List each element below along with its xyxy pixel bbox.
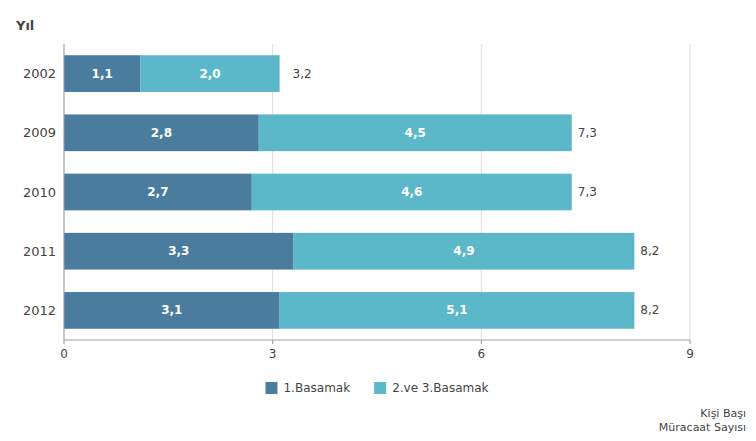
legend-swatch: [374, 382, 386, 394]
total-label: 8,2: [640, 244, 659, 258]
tick-mark: [64, 340, 65, 344]
data-label: 3,1: [161, 303, 182, 317]
bar: [294, 233, 635, 270]
legend-item: 1.Basamak: [265, 381, 350, 395]
legend-label: 1.Basamak: [283, 381, 350, 395]
data-label: 4,9: [453, 244, 474, 258]
x-tick-label: 0: [60, 347, 68, 361]
total-label: 7,3: [578, 185, 597, 199]
y-axis: [64, 44, 65, 340]
y-tick-label: 2012: [23, 303, 56, 318]
bar: [252, 174, 572, 211]
tick-mark: [272, 340, 273, 344]
bar: [64, 174, 252, 211]
chart: 0 3 6 9 1,1 2,0 2,8 4,5 2,7 4,6 3,3 4,9 3,1 5,1 3,2 7,3…: [0, 0, 756, 441]
bar: [64, 114, 259, 151]
x-tick-label: 3: [269, 347, 277, 361]
bars: [64, 55, 634, 329]
data-label: 3,3: [168, 244, 189, 258]
total-label: 8,2: [640, 303, 659, 317]
y-tick-label: 2011: [23, 244, 56, 259]
legend: 1.Basamak 2.ve 3.Basamak: [265, 381, 488, 395]
y-tick-label: 2009: [23, 125, 56, 140]
data-label: 4,5: [405, 126, 426, 140]
grid-line: [690, 44, 691, 340]
data-label: 5,1: [446, 303, 467, 317]
data-labels: 1,1 2,0 2,8 4,5 2,7 4,6 3,3 4,9 3,1 5,1: [92, 67, 475, 318]
bar: [141, 55, 280, 92]
y-axis-label: Yıl: [15, 18, 34, 33]
data-label: 1,1: [92, 67, 113, 81]
data-label: 4,6: [401, 185, 422, 199]
tick-mark: [690, 340, 691, 344]
x-axis-label: Kişi BaşıMüracaat Sayısı: [659, 407, 746, 434]
legend-item: 2.ve 3.Basamak: [374, 381, 488, 395]
x-tick-label: 9: [686, 347, 694, 361]
x-tick-label: 6: [478, 347, 486, 361]
legend-swatch: [265, 382, 277, 394]
total-label: 3,2: [293, 67, 312, 81]
bar: [64, 292, 280, 329]
y-tick-label: 2002: [23, 66, 56, 81]
bar: [64, 233, 294, 270]
x-axis: [64, 340, 690, 341]
data-label: 2,0: [199, 67, 220, 81]
total-label: 7,3: [578, 126, 597, 140]
grid: [64, 44, 690, 340]
bar: [64, 55, 141, 92]
data-label: 2,8: [151, 126, 172, 140]
data-label: 2,7: [147, 185, 168, 199]
bar: [280, 292, 635, 329]
bar: [259, 114, 572, 151]
tick-mark: [481, 340, 482, 344]
legend-label: 2.ve 3.Basamak: [392, 381, 488, 395]
y-tick-label: 2010: [23, 185, 56, 200]
grid-line: [64, 44, 65, 340]
